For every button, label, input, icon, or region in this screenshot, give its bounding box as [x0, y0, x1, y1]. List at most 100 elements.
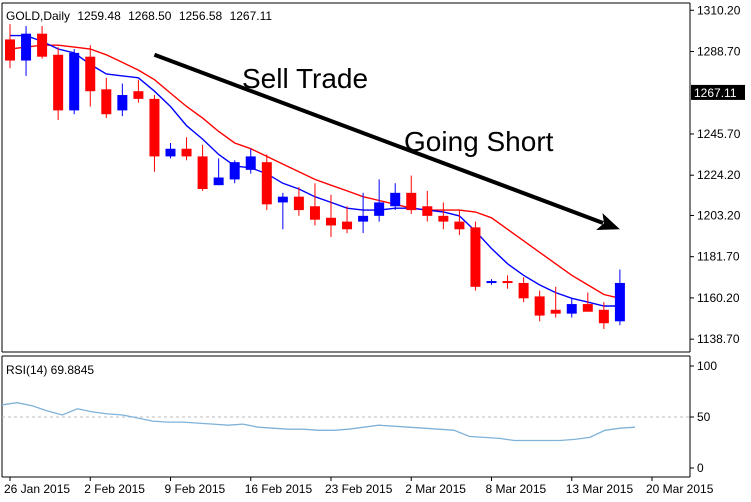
bullish-candle: [117, 83, 128, 117]
candle-body: [197, 156, 208, 190]
sell-trade-text: Sell Trade: [242, 63, 368, 94]
candle-body: [53, 54, 64, 111]
bullish-candle: [390, 183, 401, 211]
candle-body: [486, 281, 497, 284]
time-tick-label: 16 Feb 2015: [245, 482, 313, 496]
candle-body: [406, 192, 417, 211]
candle-body: [149, 98, 160, 157]
candle-body: [550, 309, 561, 314]
time-tick-label: 23 Feb 2015: [325, 482, 393, 496]
bearish-candle: [101, 77, 112, 119]
bearish-candle: [149, 95, 160, 172]
bearish-candle: [406, 175, 417, 214]
bearish-candle: [133, 79, 144, 103]
low-value: 1256.58: [179, 9, 223, 23]
time-tick-label: 13 Mar 2015: [566, 482, 634, 496]
bullish-candle: [69, 49, 80, 115]
bearish-candle: [326, 194, 336, 237]
bearish-candle: [598, 302, 609, 329]
candle-body: [101, 89, 112, 115]
candle-body: [518, 282, 529, 299]
bullish-candle: [486, 279, 497, 285]
candle-body: [374, 202, 385, 216]
trend-arrow-head: [596, 213, 620, 230]
bearish-candle: [470, 221, 481, 291]
bearish-candle: [197, 144, 208, 191]
rsi-tick-label: 50: [697, 410, 711, 424]
time-tick-label: 8 Mar 2015: [486, 482, 547, 496]
ma-slow-line: [9, 44, 621, 299]
candle-body: [598, 309, 609, 324]
bearish-candle: [293, 187, 304, 216]
bearish-candle: [181, 137, 192, 161]
time-tick-label: 9 Feb 2015: [165, 482, 226, 496]
bearish-candle: [438, 202, 449, 230]
trend-arrow-line: [153, 52, 604, 225]
bearish-candle: [518, 277, 529, 303]
candle-body: [165, 148, 176, 157]
bullish-candle: [614, 269, 625, 326]
candle-body: [454, 221, 465, 230]
candle-body: [69, 52, 80, 111]
price-tick-label: 1181.70: [697, 250, 740, 264]
candle-body: [358, 215, 369, 222]
bearish-candle: [53, 47, 64, 120]
candle-body: [5, 39, 15, 61]
bearish-candle: [309, 183, 320, 226]
current-price-tag-background: [691, 84, 745, 100]
candle-body: [277, 196, 288, 203]
candle-body: [342, 221, 353, 230]
candle-body: [566, 304, 577, 314]
price-tick-label: 1138.70: [697, 332, 740, 346]
candle-body: [85, 56, 96, 92]
rsi-tick-label: 100: [697, 359, 717, 373]
bullish-candle: [21, 26, 32, 76]
sell-trade-annotation: Sell Trade Going Short: [153, 52, 620, 230]
price-axis-ticks: 1310.20 1288.70 1245.70 1224.20 1203.20 1181.…: [690, 3, 741, 346]
bearish-candle: [342, 206, 353, 234]
current-price-tag: 1267.11: [691, 84, 745, 100]
bullish-candle: [245, 148, 256, 174]
candle-body: [181, 148, 192, 157]
bearish-candle: [422, 190, 433, 222]
time-tick-label: 26 Jan 2015: [4, 482, 70, 496]
time-tick-label: 20 Mar 2015: [646, 482, 714, 496]
candle-body: [326, 217, 336, 226]
bearish-candle: [550, 286, 561, 318]
bearish-candle: [582, 292, 593, 312]
candle-body: [534, 296, 545, 316]
high-value: 1268.50: [128, 9, 172, 23]
price-tick-label: 1224.20: [697, 168, 741, 182]
candle-body: [37, 33, 48, 57]
price-tick-label: 1160.20: [697, 291, 740, 305]
bearish-candle: [261, 154, 272, 211]
candle-body: [502, 281, 513, 284]
candle-body: [614, 282, 625, 322]
candlestick-series: [5, 24, 625, 329]
close-value: 1267.11: [230, 9, 273, 23]
chart-symbol-header: GOLD,Daily 1259.48 1268.50 1256.58 1267.…: [6, 9, 272, 23]
rsi-tick-label: 0: [697, 461, 704, 475]
time-axis-ticks: 26 Jan 2015 2 Feb 2015 9 Feb 2015 16 Feb 20…: [4, 477, 714, 496]
bearish-candle: [85, 45, 96, 107]
bearish-candle: [37, 26, 48, 59]
bullish-candle: [277, 192, 288, 230]
price-tick-label: 1203.20: [697, 208, 741, 222]
bullish-candle: [358, 192, 369, 234]
candle-body: [293, 196, 304, 211]
price-tick-label: 1245.70: [697, 127, 741, 141]
current-price-label: 1267.11: [694, 86, 737, 100]
candle-body: [245, 156, 256, 170]
candle-body: [229, 162, 240, 180]
price-tick-label: 1288.70: [697, 45, 741, 59]
open-value: 1259.48: [77, 9, 121, 23]
candle-body: [582, 304, 593, 312]
time-tick-label: 2 Mar 2015: [405, 482, 466, 496]
candle-body: [133, 91, 144, 99]
rsi-axis-ticks: 100 50 0: [690, 359, 717, 475]
bullish-candle: [165, 142, 176, 159]
candle-body: [470, 227, 481, 287]
candle-body: [390, 192, 401, 207]
